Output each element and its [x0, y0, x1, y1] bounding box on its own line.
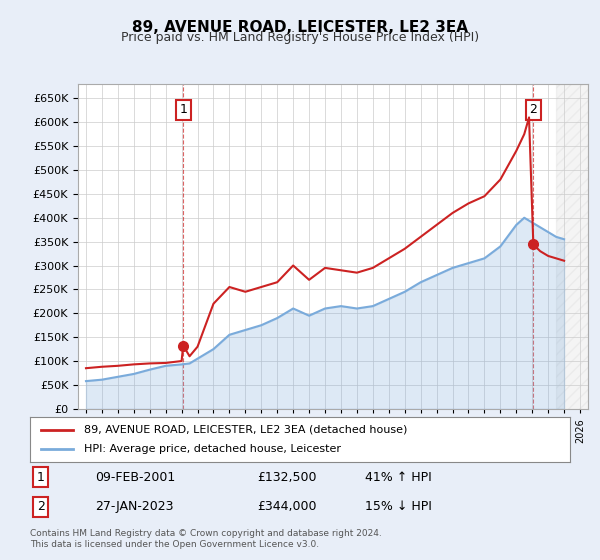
- Text: £344,000: £344,000: [257, 500, 316, 514]
- Text: Contains HM Land Registry data © Crown copyright and database right 2024.
This d: Contains HM Land Registry data © Crown c…: [30, 529, 382, 549]
- Text: 15% ↓ HPI: 15% ↓ HPI: [365, 500, 431, 514]
- Text: 2: 2: [529, 104, 537, 116]
- Text: HPI: Average price, detached house, Leicester: HPI: Average price, detached house, Leic…: [84, 445, 341, 455]
- Text: 89, AVENUE ROAD, LEICESTER, LE2 3EA (detached house): 89, AVENUE ROAD, LEICESTER, LE2 3EA (det…: [84, 424, 407, 435]
- Text: 2: 2: [37, 500, 45, 514]
- Text: 1: 1: [179, 104, 187, 116]
- Text: 89, AVENUE ROAD, LEICESTER, LE2 3EA: 89, AVENUE ROAD, LEICESTER, LE2 3EA: [132, 20, 468, 35]
- Text: 1: 1: [37, 470, 45, 484]
- Text: 09-FEB-2001: 09-FEB-2001: [95, 470, 175, 484]
- Text: 41% ↑ HPI: 41% ↑ HPI: [365, 470, 431, 484]
- Text: Price paid vs. HM Land Registry's House Price Index (HPI): Price paid vs. HM Land Registry's House …: [121, 31, 479, 44]
- Text: £132,500: £132,500: [257, 470, 316, 484]
- Text: 27-JAN-2023: 27-JAN-2023: [95, 500, 173, 514]
